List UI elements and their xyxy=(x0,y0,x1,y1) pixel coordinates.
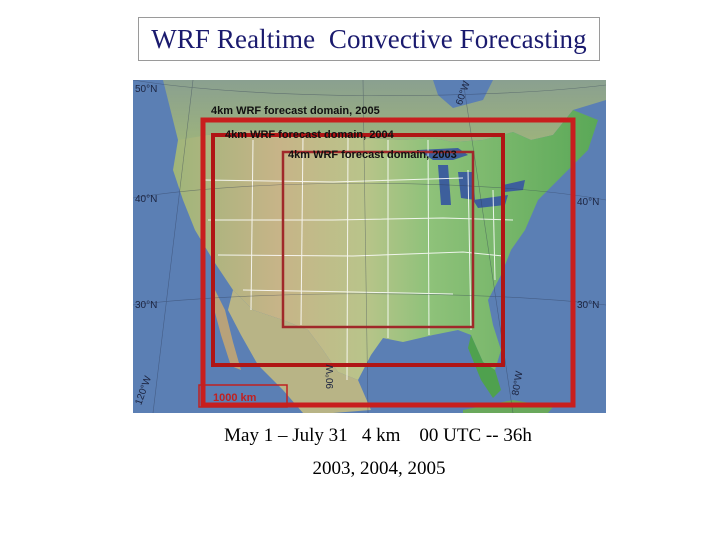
lat-40-left-label: 40°N xyxy=(135,194,157,205)
domain-2003-label: 4km WRF forecast domain, 2003 xyxy=(288,149,457,161)
state-lines xyxy=(202,134,514,381)
domain-2003-box xyxy=(281,150,475,329)
mexico-landmass xyxy=(228,290,371,413)
caption-dates: May 1 – July 31 4 km 00 UTC -- 36h xyxy=(224,425,532,446)
lat-30-left-label: 30°N xyxy=(135,300,157,311)
usa-landmass xyxy=(173,110,598,380)
lon-80-label: 80°W xyxy=(510,370,525,397)
great-lakes xyxy=(418,148,525,208)
slide-title: WRF Realtime Convective Forecasting xyxy=(151,23,587,54)
scale-bar: 1000 km xyxy=(198,384,288,408)
map-figure: 4km WRF forecast domain, 2005 4km WRF fo… xyxy=(133,80,606,413)
forecast-domain-map: 4km WRF forecast domain, 2005 4km WRF fo… xyxy=(133,80,606,413)
lon-90-label: 90°W xyxy=(325,364,336,389)
domain-2005-label: 4km WRF forecast domain, 2005 xyxy=(211,105,380,117)
scale-bar-label: 1000 km xyxy=(213,392,257,404)
lat-30-right-label: 30°N xyxy=(577,300,599,311)
domain-2005-box xyxy=(200,117,576,408)
graticule xyxy=(133,80,606,413)
title-box: WRF Realtime Convective Forecasting xyxy=(138,17,600,61)
caption-years: 2003, 2004, 2005 xyxy=(312,458,446,479)
baja-peninsula xyxy=(213,290,241,370)
canada-landmass xyxy=(163,80,606,150)
hudson-bay xyxy=(433,80,493,108)
domain-2004-box xyxy=(211,133,505,367)
lat-40-right-label: 40°N xyxy=(577,197,599,208)
lat-50-label: 50°N xyxy=(135,84,157,95)
domain-2004-label: 4km WRF forecast domain, 2004 xyxy=(225,129,395,141)
